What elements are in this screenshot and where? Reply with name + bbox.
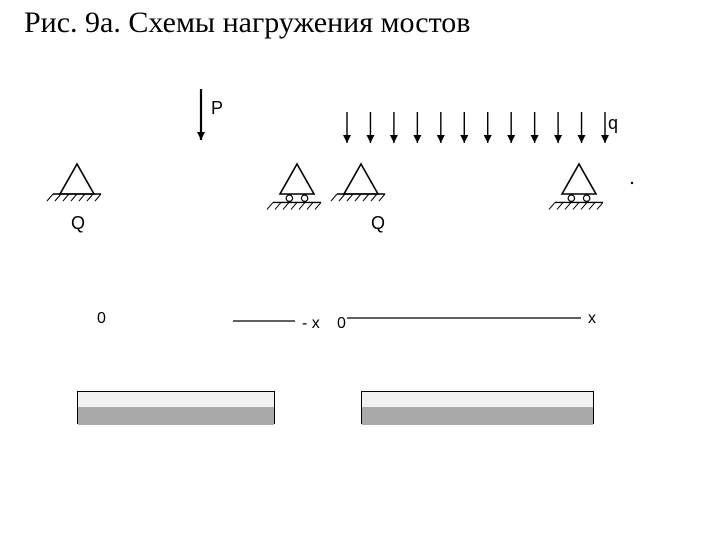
diagram-root: { "title": "Рис. 9а. Схемы нагружения мо… xyxy=(0,0,720,540)
label-minus-x: - x xyxy=(302,315,320,333)
label-x: x xyxy=(588,310,596,328)
label-zero-right: 0 xyxy=(337,315,346,333)
slab-right xyxy=(361,391,594,424)
label-q: q xyxy=(608,113,618,134)
label-zero-left: 0 xyxy=(97,310,106,328)
label-p: P xyxy=(211,98,223,119)
label-q-left: Q xyxy=(71,213,85,234)
slab-left xyxy=(77,391,275,424)
diagram-svg xyxy=(0,0,720,540)
label-q-right: Q xyxy=(371,213,385,234)
